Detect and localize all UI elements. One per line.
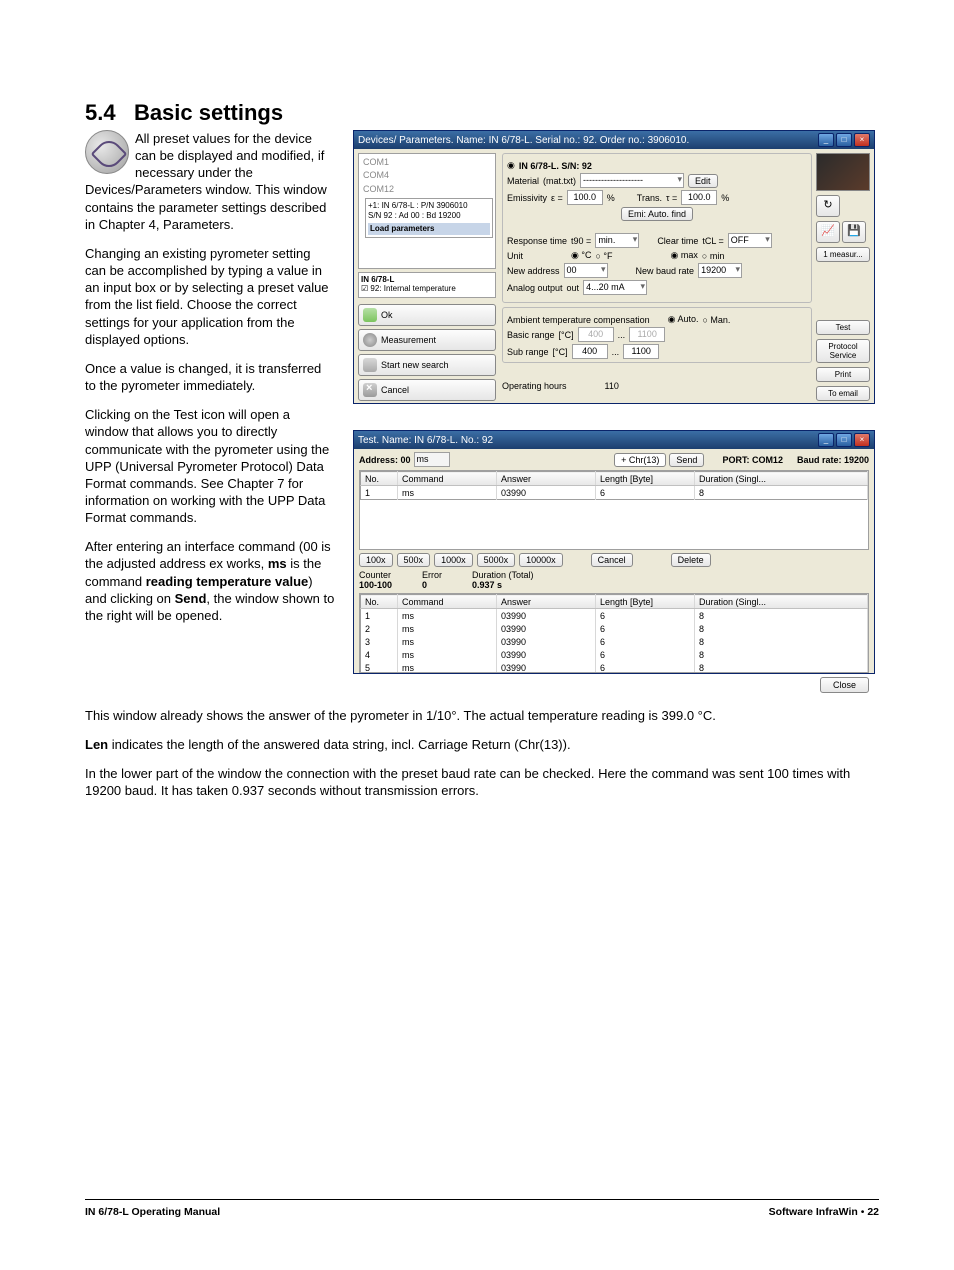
table-row: 1ms0399068	[361, 486, 868, 500]
cmd-send: Send	[175, 591, 207, 606]
tree-com1[interactable]: COM1	[361, 156, 493, 169]
unit-c-radio[interactable]: ◉ °C	[571, 250, 591, 261]
section-number: 5.4	[85, 100, 116, 125]
paragraph: This window already shows the answer of …	[85, 707, 879, 724]
paragraph: Len indicates the length of the answered…	[85, 736, 879, 753]
test-button[interactable]: Test	[816, 320, 870, 335]
close-button[interactable]: Close	[820, 677, 869, 693]
basic-lo: 400	[578, 327, 614, 342]
devices-parameters-window: Devices/ Parameters. Name: IN 6/78-L. Se…	[353, 130, 875, 404]
tree-device-node[interactable]: +1: IN 6/78-L : P/N 3906010 S/N 92 : Ad …	[365, 198, 493, 238]
paragraph: Changing an existing pyrometer setting c…	[85, 245, 335, 348]
baud-select[interactable]: 19200	[698, 263, 742, 278]
address-label: Address: 00	[359, 455, 411, 465]
emissivity-input[interactable]: 100.0	[567, 190, 603, 205]
paragraph: In the lower part of the window the conn…	[85, 765, 879, 799]
start-search-button[interactable]: Start new search	[358, 354, 496, 376]
ok-button[interactable]: Ok	[358, 304, 496, 326]
paragraph: Once a value is changed, it is transferr…	[85, 360, 335, 394]
response-select[interactable]: min.	[595, 233, 639, 248]
delete-button[interactable]: Delete	[671, 553, 711, 567]
mult-10000x[interactable]: 10000x	[519, 553, 563, 567]
email-button[interactable]: To email	[816, 386, 870, 401]
refresh-icon[interactable]: ↻	[816, 195, 840, 217]
mult-1000x[interactable]: 1000x	[434, 553, 473, 567]
cmd-input[interactable]: ms	[414, 452, 450, 467]
baud-label: Baud rate: 19200	[797, 455, 869, 465]
print-button[interactable]: Print	[816, 367, 870, 382]
tree-load-parameters[interactable]: Load parameters	[368, 223, 490, 235]
ambient-man-radio[interactable]: ○ Man.	[702, 315, 730, 325]
close-icon[interactable]: ×	[854, 133, 870, 147]
trans-input[interactable]: 100.0	[681, 190, 717, 205]
section-heading: 5.4 Basic settings	[85, 100, 879, 126]
cmd-rtv: reading temperature value	[146, 574, 309, 589]
measurement-button[interactable]: Measurement	[358, 329, 496, 351]
cleartime-select[interactable]: OFF	[728, 233, 772, 248]
basic-hi: 1100	[629, 327, 665, 342]
mult-100x[interactable]: 100x	[359, 553, 393, 567]
minimize-icon[interactable]: _	[818, 433, 834, 447]
section-title: Basic settings	[134, 100, 283, 125]
page-footer: IN 6/78-L Operating Manual Software Infr…	[85, 1199, 879, 1218]
table-row: 3ms0399068	[361, 635, 868, 648]
window-titlebar: Devices/ Parameters. Name: IN 6/78-L. Se…	[354, 131, 874, 149]
footer-right: Software InfraWin • 22	[769, 1206, 879, 1218]
material-select[interactable]: --------------------	[580, 173, 684, 188]
edit-button[interactable]: Edit	[688, 174, 718, 188]
device-tree[interactable]: COM1 COM4 COM12 +1: IN 6/78-L : P/N 3906…	[358, 153, 496, 269]
cmd-ms: ms	[268, 556, 287, 571]
maximize-icon[interactable]: □	[836, 433, 852, 447]
window-titlebar: Test. Name: IN 6/78-L. No.: 92 _ □ ×	[354, 431, 874, 449]
chr13-label: + Chr(13)	[614, 453, 666, 467]
sub-lo-input[interactable]: 400	[572, 344, 608, 359]
min-radio[interactable]: ○ min	[702, 251, 724, 261]
window-title: Devices/ Parameters. Name: IN 6/78-L. Se…	[358, 135, 689, 146]
table-row: 5ms0399068	[361, 661, 868, 673]
minimize-icon[interactable]: _	[818, 133, 834, 147]
save-icon[interactable]: 💾	[842, 221, 866, 243]
device-thumbnail	[816, 153, 870, 191]
one-measure-button[interactable]: 1 measur...	[816, 247, 870, 262]
info-icon	[85, 130, 129, 174]
tree-com4[interactable]: COM4	[361, 169, 493, 182]
close-icon[interactable]: ×	[854, 433, 870, 447]
mult-5000x[interactable]: 5000x	[477, 553, 516, 567]
protocol-button[interactable]: Protocol Service	[816, 339, 870, 363]
mult-500x[interactable]: 500x	[397, 553, 431, 567]
result-table-top: No. Command Answer Length [Byte] Duratio…	[360, 471, 868, 500]
paragraph: After entering an interface command (00 …	[85, 538, 335, 624]
footer-left: IN 6/78-L Operating Manual	[85, 1206, 220, 1218]
maximize-icon[interactable]: □	[836, 133, 852, 147]
ambient-auto-radio[interactable]: ◉ Auto.	[668, 314, 699, 325]
table-row: 1ms0399068	[361, 609, 868, 623]
max-radio[interactable]: ◉ max	[671, 250, 698, 261]
address-select[interactable]: 00	[564, 263, 608, 278]
cancel-button[interactable]: Cancel	[591, 553, 633, 567]
emi-auto-button[interactable]: Emi: Auto. find	[621, 207, 693, 221]
test-window: Test. Name: IN 6/78-L. No.: 92 _ □ × Add…	[353, 430, 875, 674]
sub-hi-input[interactable]: 1100	[623, 344, 659, 359]
tree-com12[interactable]: COM12	[361, 183, 493, 196]
chart-icon[interactable]: 📈	[816, 221, 840, 243]
window-title: Test. Name: IN 6/78-L. No.: 92	[358, 435, 493, 446]
analog-select[interactable]: 4...20 mA	[583, 280, 647, 295]
cancel-button[interactable]: Cancel	[358, 379, 496, 401]
device-subtree[interactable]: IN 6/78-L ☑ 92: Internal temperature	[358, 272, 496, 298]
result-table-bottom: No. Command Answer Length [Byte] Duratio…	[360, 594, 868, 673]
table-row: 2ms0399068	[361, 622, 868, 635]
table-row: 4ms0399068	[361, 648, 868, 661]
paragraph: Clicking on the Test icon will open a wi…	[85, 406, 335, 526]
send-button[interactable]: Send	[669, 453, 704, 467]
port-label: PORT: COM12	[722, 455, 783, 465]
unit-f-radio[interactable]: ○ °F	[595, 251, 612, 261]
